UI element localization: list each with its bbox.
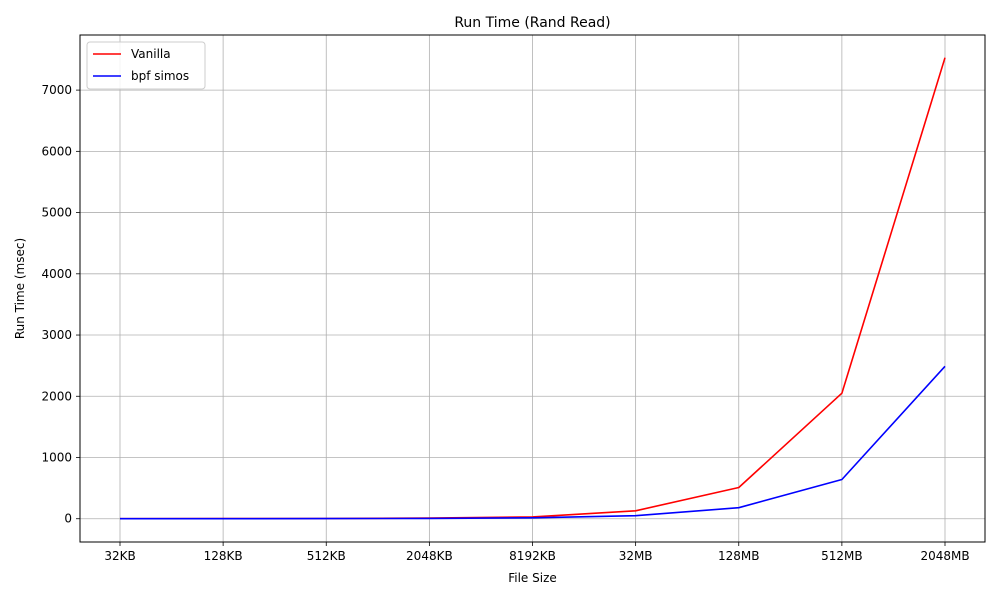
y-tick-label: 6000 (41, 144, 72, 158)
x-tick-label: 2048MB (920, 549, 969, 563)
legend: Vanilla bpf simos (86, 41, 206, 90)
x-tick-label: 32KB (104, 549, 135, 563)
x-tick-label: 512MB (821, 549, 863, 563)
y-axis: 0 1000 2000 3000 4000 5000 6000 7000 (41, 83, 80, 526)
x-axis: 32KB 128KB 512KB 2048KB 8192KB 32MB 128MB 512MB… (104, 542, 970, 563)
x-tick-label: 128KB (204, 549, 243, 563)
y-tick-label: 3000 (41, 328, 72, 342)
y-tick-label: 1000 (41, 451, 72, 465)
x-tick-label: 8192KB (509, 549, 556, 563)
legend-label: bpf simos (131, 69, 189, 83)
y-tick-label: 2000 (41, 389, 72, 403)
grid (80, 35, 985, 542)
legend-label: Vanilla (131, 47, 171, 61)
x-tick-label: 128MB (718, 549, 760, 563)
chart-title: Run Time (Rand Read) (454, 15, 610, 31)
x-axis-label: File Size (508, 571, 557, 585)
series-layer (119, 57, 946, 520)
series-line (120, 365, 946, 520)
y-tick-label: 4000 (41, 267, 72, 281)
x-tick-label: 2048KB (406, 549, 453, 563)
y-axis-label: Run Time (msec) (13, 238, 27, 339)
x-tick-label: 32MB (619, 549, 653, 563)
y-tick-label: 5000 (41, 206, 72, 220)
y-tick-label: 7000 (41, 83, 72, 97)
x-tick-label: 512KB (307, 549, 346, 563)
y-tick-label: 0 (64, 512, 72, 526)
